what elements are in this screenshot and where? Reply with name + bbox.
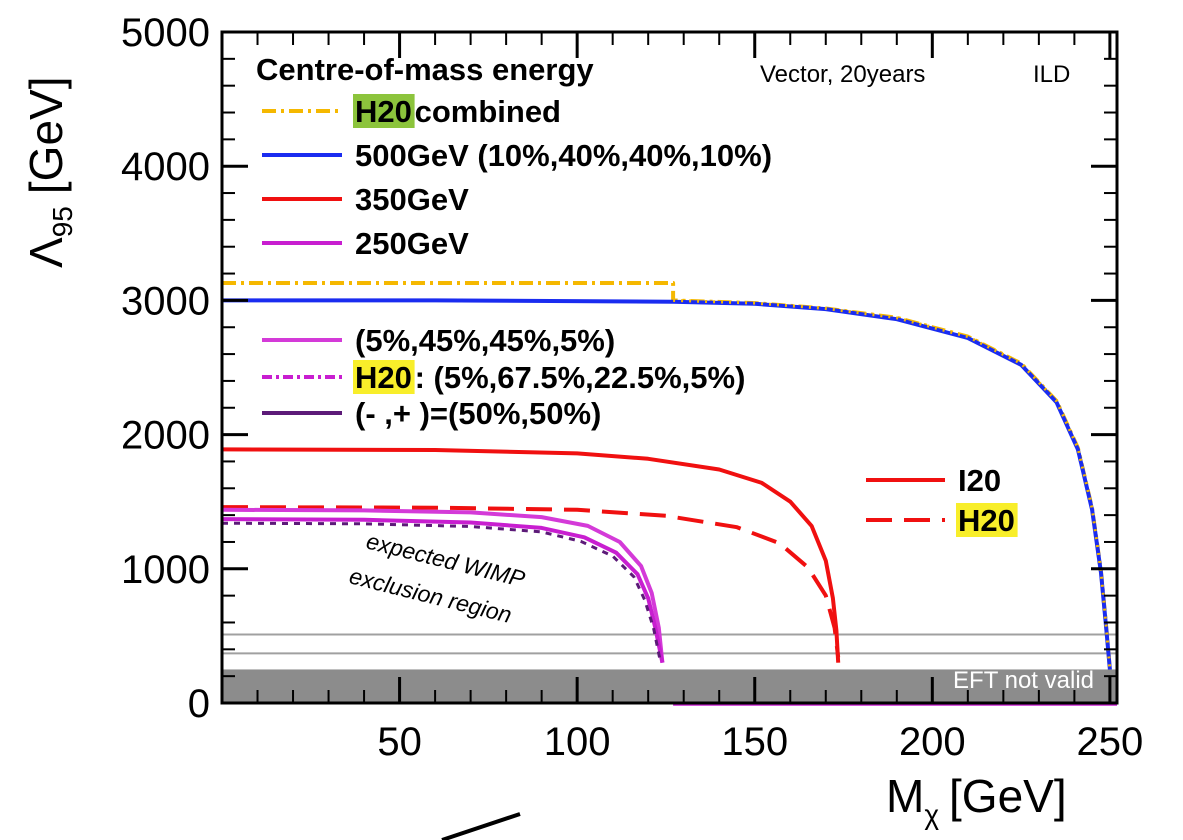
x-tick-label: 50	[377, 720, 422, 764]
legend-label-i20: I20	[958, 463, 1001, 498]
legend-highlight-text-h20c: H20	[355, 94, 412, 129]
legend-layer: H20 combined 500GeV (10%,40%,40%,10%) 350G…	[262, 94, 1018, 538]
y-tick-label: 1000	[121, 548, 210, 592]
y-axis-title: Λ95 [GeV]	[20, 77, 78, 269]
legend-title: Centre-of-mass energy	[256, 52, 594, 87]
y-axis-symbol: Λ	[20, 237, 72, 268]
legend-highlight-h20	[956, 503, 1018, 537]
y-tick-label: 5000	[121, 11, 210, 55]
axes-layer: 0 1000 2000 3000 4000 5000 50 100 150 200 250	[121, 11, 1143, 764]
y-tick-label: 2000	[121, 414, 210, 458]
legend-label-h20c: combined	[415, 94, 561, 129]
plot-frame	[220, 30, 1119, 705]
legend-label-p3: (- ,+ )=(50%,50%)	[355, 396, 601, 431]
x-tick-label: 150	[721, 720, 788, 764]
legend-highlight-text-p2: H20	[355, 360, 412, 395]
svg-text:Λ95[GeV]: Λ95 [GeV]	[20, 77, 78, 269]
y-axis-subscript: 95	[47, 206, 78, 237]
bands-layer	[222, 633, 1117, 703]
legend-label-p2: : (5%,67.5%,22.5%,5%)	[415, 360, 746, 395]
legend-label-e500: 500GeV (10%,40%,40%,10%)	[355, 138, 772, 173]
series-h20_350	[221, 505, 841, 658]
series-e250_upper	[221, 507, 665, 663]
x-axis-subscript: χ	[924, 799, 939, 830]
region-annotation: expected WIMP exclusion region	[347, 528, 528, 628]
x-tick-label: 200	[899, 720, 966, 764]
svg-text:Mχ[GeV]: Mχ [GeV]	[886, 770, 1067, 830]
legend-label-e350: 350GeV	[355, 182, 469, 217]
x-axis-symbol: M	[886, 770, 924, 822]
series-e500dots	[673, 298, 1112, 670]
y-tick-label: 0	[188, 682, 210, 726]
legend-highlight-p2	[353, 360, 415, 394]
series-p3_dark	[221, 521, 663, 663]
x-tick-label: 100	[544, 720, 611, 764]
y-tick-label: 4000	[121, 145, 210, 189]
x-axis-title: Mχ [GeV]	[886, 770, 1067, 830]
y-axis-unit: [GeV]	[20, 77, 72, 195]
x-tick-label: 250	[1077, 720, 1144, 764]
legend-label-p1: (5%,45%,45%,5%)	[355, 323, 615, 358]
y-tick-label: 3000	[121, 279, 210, 323]
legend-label-e250: 250GeV	[355, 226, 469, 261]
eft-label: EFT not valid	[953, 667, 1094, 694]
x-axis-unit: [GeV]	[949, 770, 1067, 822]
stray-stroke	[441, 812, 521, 840]
legend-highlight-text-h20: H20	[958, 503, 1015, 538]
series-e250_lower	[221, 517, 665, 664]
corner-label-ild: ILD	[1033, 61, 1070, 88]
corner-label-vector: Vector, 20years	[760, 61, 925, 88]
series-e350	[221, 447, 841, 663]
legend-highlight-h20c	[353, 94, 415, 128]
